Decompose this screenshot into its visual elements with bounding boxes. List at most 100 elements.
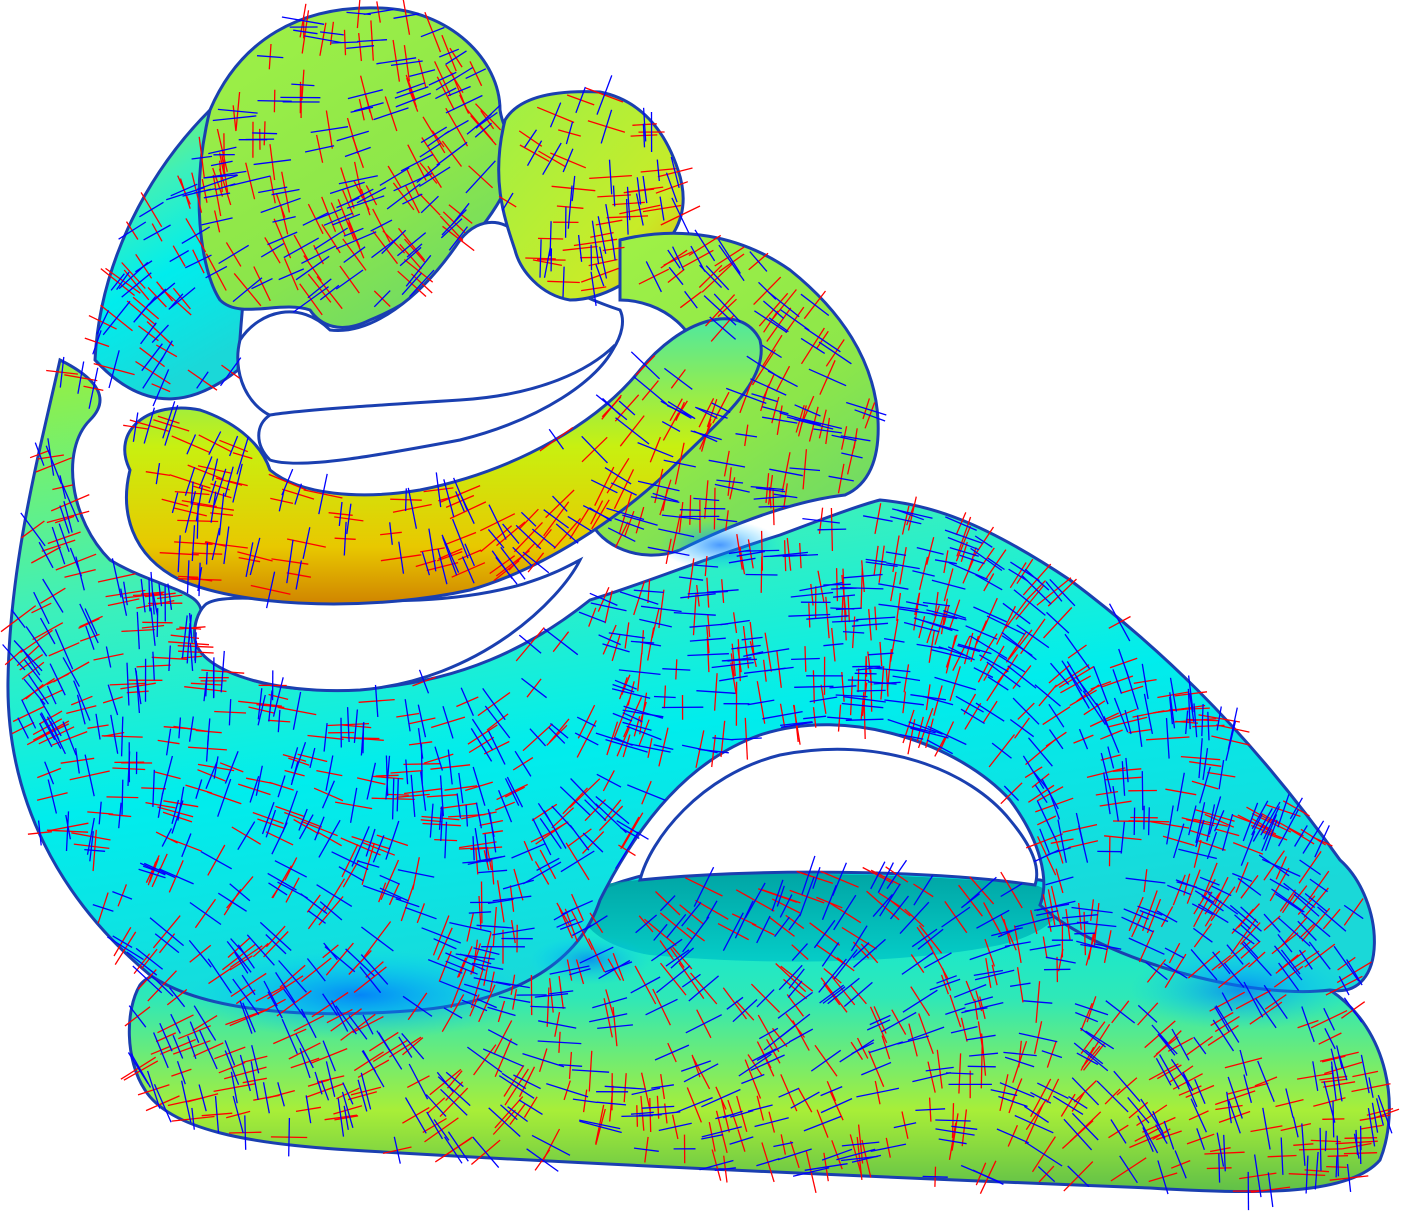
minor-direction-stroke	[439, 48, 460, 58]
minor-direction-stroke	[59, 475, 67, 500]
minor-direction-stroke	[792, 1167, 830, 1177]
minor-direction-stroke	[966, 1034, 996, 1041]
minor-direction-stroke	[843, 981, 873, 1007]
minor-direction-stroke	[518, 634, 542, 654]
minor-direction-stroke	[232, 1095, 244, 1134]
minor-direction-stroke	[755, 487, 786, 493]
minor-direction-stroke	[445, 952, 486, 971]
minor-direction-stroke	[21, 699, 37, 729]
minor-direction-stroke	[745, 573, 778, 576]
minor-direction-stroke	[729, 1136, 754, 1145]
minor-direction-stroke	[1234, 914, 1251, 930]
minor-direction-stroke	[746, 355, 782, 380]
minor-direction-stroke	[396, 778, 399, 812]
minor-direction-stroke	[249, 537, 261, 576]
minor-direction-stroke	[1000, 883, 1023, 898]
minor-direction-stroke	[831, 434, 857, 442]
minor-direction-stroke	[701, 1126, 742, 1138]
minor-direction-stroke	[730, 737, 762, 741]
minor-direction-stroke	[853, 938, 886, 968]
minor-direction-stroke	[997, 927, 1020, 938]
minor-direction-stroke	[511, 843, 546, 859]
minor-direction-stroke	[1010, 982, 1031, 987]
minor-direction-stroke	[257, 694, 266, 726]
minor-direction-stroke	[245, 542, 254, 578]
minor-direction-stroke	[208, 480, 217, 504]
minor-direction-stroke	[1301, 1123, 1306, 1166]
minor-direction-stroke	[58, 523, 70, 553]
minor-direction-stroke	[420, 26, 445, 38]
minor-direction-stroke	[292, 691, 302, 730]
minor-direction-stroke	[886, 562, 920, 570]
minor-direction-stroke	[791, 943, 808, 961]
minor-direction-stroke	[689, 637, 726, 642]
minor-direction-stroke	[990, 1089, 1018, 1097]
minor-direction-stroke	[323, 212, 353, 226]
minor-direction-stroke	[267, 991, 283, 1019]
minor-direction-stroke	[722, 1110, 743, 1119]
minor-direction-stroke	[89, 831, 94, 862]
minor-direction-stroke	[1013, 589, 1046, 616]
minor-direction-stroke	[758, 505, 789, 508]
minor-direction-stroke	[23, 659, 43, 683]
minor-direction-stroke	[841, 452, 863, 459]
minor-direction-stroke	[1199, 876, 1220, 886]
minor-direction-stroke	[440, 218, 463, 239]
minor-direction-stroke	[1323, 1081, 1336, 1123]
minor-direction-stroke	[1277, 933, 1293, 953]
minor-direction-stroke	[986, 661, 1021, 688]
minor-direction-stroke	[177, 786, 185, 821]
minor-direction-stroke	[549, 990, 574, 995]
minor-direction-stroke	[680, 593, 716, 599]
minor-direction-stroke	[1003, 1051, 1037, 1057]
minor-direction-stroke	[1047, 846, 1072, 856]
minor-direction-stroke	[416, 163, 441, 184]
minor-direction-stroke	[504, 778, 520, 806]
minor-direction-stroke	[687, 590, 728, 595]
minor-direction-stroke	[449, 921, 492, 933]
minor-direction-stroke	[1273, 945, 1303, 981]
minor-direction-stroke	[54, 629, 74, 670]
minor-direction-stroke	[804, 1163, 848, 1171]
minor-direction-stroke	[716, 518, 738, 523]
minor-direction-stroke	[778, 964, 803, 991]
minor-direction-stroke	[661, 514, 701, 521]
minor-direction-stroke	[518, 1099, 543, 1115]
minor-direction-stroke	[949, 546, 979, 557]
minor-direction-stroke	[1023, 1105, 1049, 1123]
minor-direction-stroke	[307, 278, 332, 299]
minor-direction-stroke	[187, 1035, 197, 1060]
minor-direction-stroke	[614, 679, 637, 690]
minor-direction-stroke	[39, 722, 53, 748]
minor-direction-stroke	[1142, 1127, 1154, 1153]
minor-direction-stroke	[370, 219, 393, 232]
minor-direction-stroke	[616, 820, 649, 840]
minor-direction-stroke	[683, 1063, 719, 1083]
minor-direction-stroke	[246, 934, 275, 966]
minor-direction-stroke	[357, 1079, 368, 1112]
minor-direction-stroke	[751, 393, 778, 403]
minor-direction-stroke	[1166, 805, 1174, 845]
minor-direction-stroke	[373, 290, 391, 308]
minor-direction-stroke	[1212, 1019, 1235, 1052]
minor-direction-stroke	[39, 617, 56, 645]
minor-direction-stroke	[1215, 1005, 1240, 1043]
minor-direction-stroke	[260, 197, 301, 214]
minor-direction-stroke	[1063, 1118, 1093, 1151]
minor-direction-stroke	[295, 560, 303, 590]
minor-direction-stroke	[138, 868, 166, 879]
minor-direction-stroke	[152, 369, 170, 407]
minor-direction-stroke	[342, 1082, 354, 1105]
minor-direction-stroke	[943, 609, 967, 619]
minor-direction-stroke	[224, 1050, 240, 1085]
minor-direction-stroke	[794, 404, 821, 417]
minor-direction-stroke	[681, 973, 701, 988]
minor-direction-stroke	[693, 497, 720, 502]
minor-direction-stroke	[37, 820, 42, 846]
minor-direction-stroke	[20, 512, 46, 547]
minor-direction-stroke	[851, 622, 889, 627]
minor-direction-stroke	[856, 1087, 900, 1098]
minor-direction-stroke	[607, 527, 636, 542]
minor-direction-stroke	[522, 1052, 565, 1068]
minor-direction-stroke	[756, 1041, 790, 1061]
